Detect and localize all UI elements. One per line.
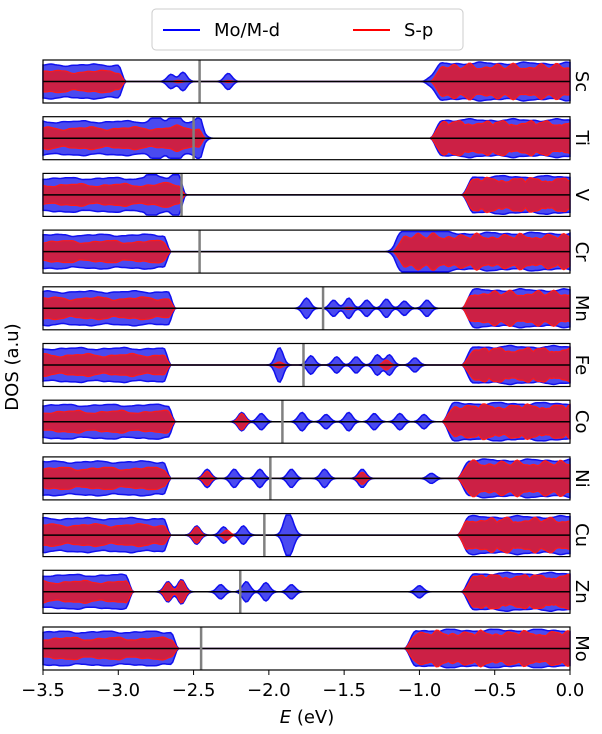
panel-v: V <box>42 172 592 217</box>
legend-label-d: Mo/M-d <box>214 20 280 41</box>
panel-frame <box>42 172 571 217</box>
x-tick-label: −2.0 <box>247 680 291 701</box>
x-tick-label: −0.5 <box>473 680 517 701</box>
x-axis-title: E (eV) <box>280 707 335 728</box>
panel-label: Sc <box>571 71 592 92</box>
panel-frame <box>42 512 571 558</box>
x-tick-label: −2.5 <box>172 680 216 701</box>
panel-sc: Sc <box>42 59 592 104</box>
x-axis-unit: (eV) <box>291 707 334 728</box>
panel-co: Co <box>42 399 592 444</box>
panel-label: Ti <box>571 129 592 145</box>
panel-stack: Sc Ti V Cr Mn Fe Co Ni Cu Zn Mo <box>42 59 592 671</box>
panel-frame <box>42 229 571 274</box>
panel-mn: Mn <box>42 286 592 331</box>
panel-label: Cr <box>571 242 592 263</box>
panel-ti: Ti <box>42 116 592 161</box>
panel-zn: Zn <box>42 569 592 614</box>
x-tick-label: −1.0 <box>398 680 442 701</box>
panel-frame <box>42 456 571 501</box>
x-tick-label: −1.5 <box>322 680 366 701</box>
panel-label: Ni <box>571 469 592 487</box>
panel-label: V <box>571 189 592 202</box>
panel-ni: Ni <box>42 456 592 501</box>
panel-label: Co <box>571 410 592 434</box>
panel-label: Zn <box>571 580 592 604</box>
y-axis-title: DOS (a.u) <box>2 323 23 410</box>
legend: Mo/M-d S-p <box>151 8 464 51</box>
panel-label: Mn <box>571 295 592 322</box>
panel-frame <box>42 569 571 614</box>
panel-frame <box>42 59 571 104</box>
panel-cr: Cr <box>42 229 592 274</box>
panel-label: Mo <box>571 635 592 662</box>
x-axis-symbol: E <box>280 707 292 728</box>
panel-fe: Fe <box>42 342 592 388</box>
panel-frame <box>42 626 571 671</box>
panel-frame <box>42 116 571 161</box>
x-tick-label: −3.5 <box>21 680 65 701</box>
legend-label-p: S-p <box>404 20 433 41</box>
panel-cu: Cu <box>42 512 592 558</box>
panel-frame <box>42 342 571 388</box>
x-tick-label: 0.0 <box>556 680 585 701</box>
panel-label: Cu <box>571 523 592 547</box>
panel-label: Fe <box>571 355 592 375</box>
panel-mo: Mo <box>42 626 592 671</box>
x-tick-label: −3.0 <box>96 680 140 701</box>
panel-frame <box>42 286 571 331</box>
panel-frame <box>42 399 571 444</box>
x-axis: −3.5 −3.0 −2.5 −2.0 −1.5 −1.0 −0.5 0.0 <box>21 670 584 701</box>
legend-frame <box>151 8 464 51</box>
